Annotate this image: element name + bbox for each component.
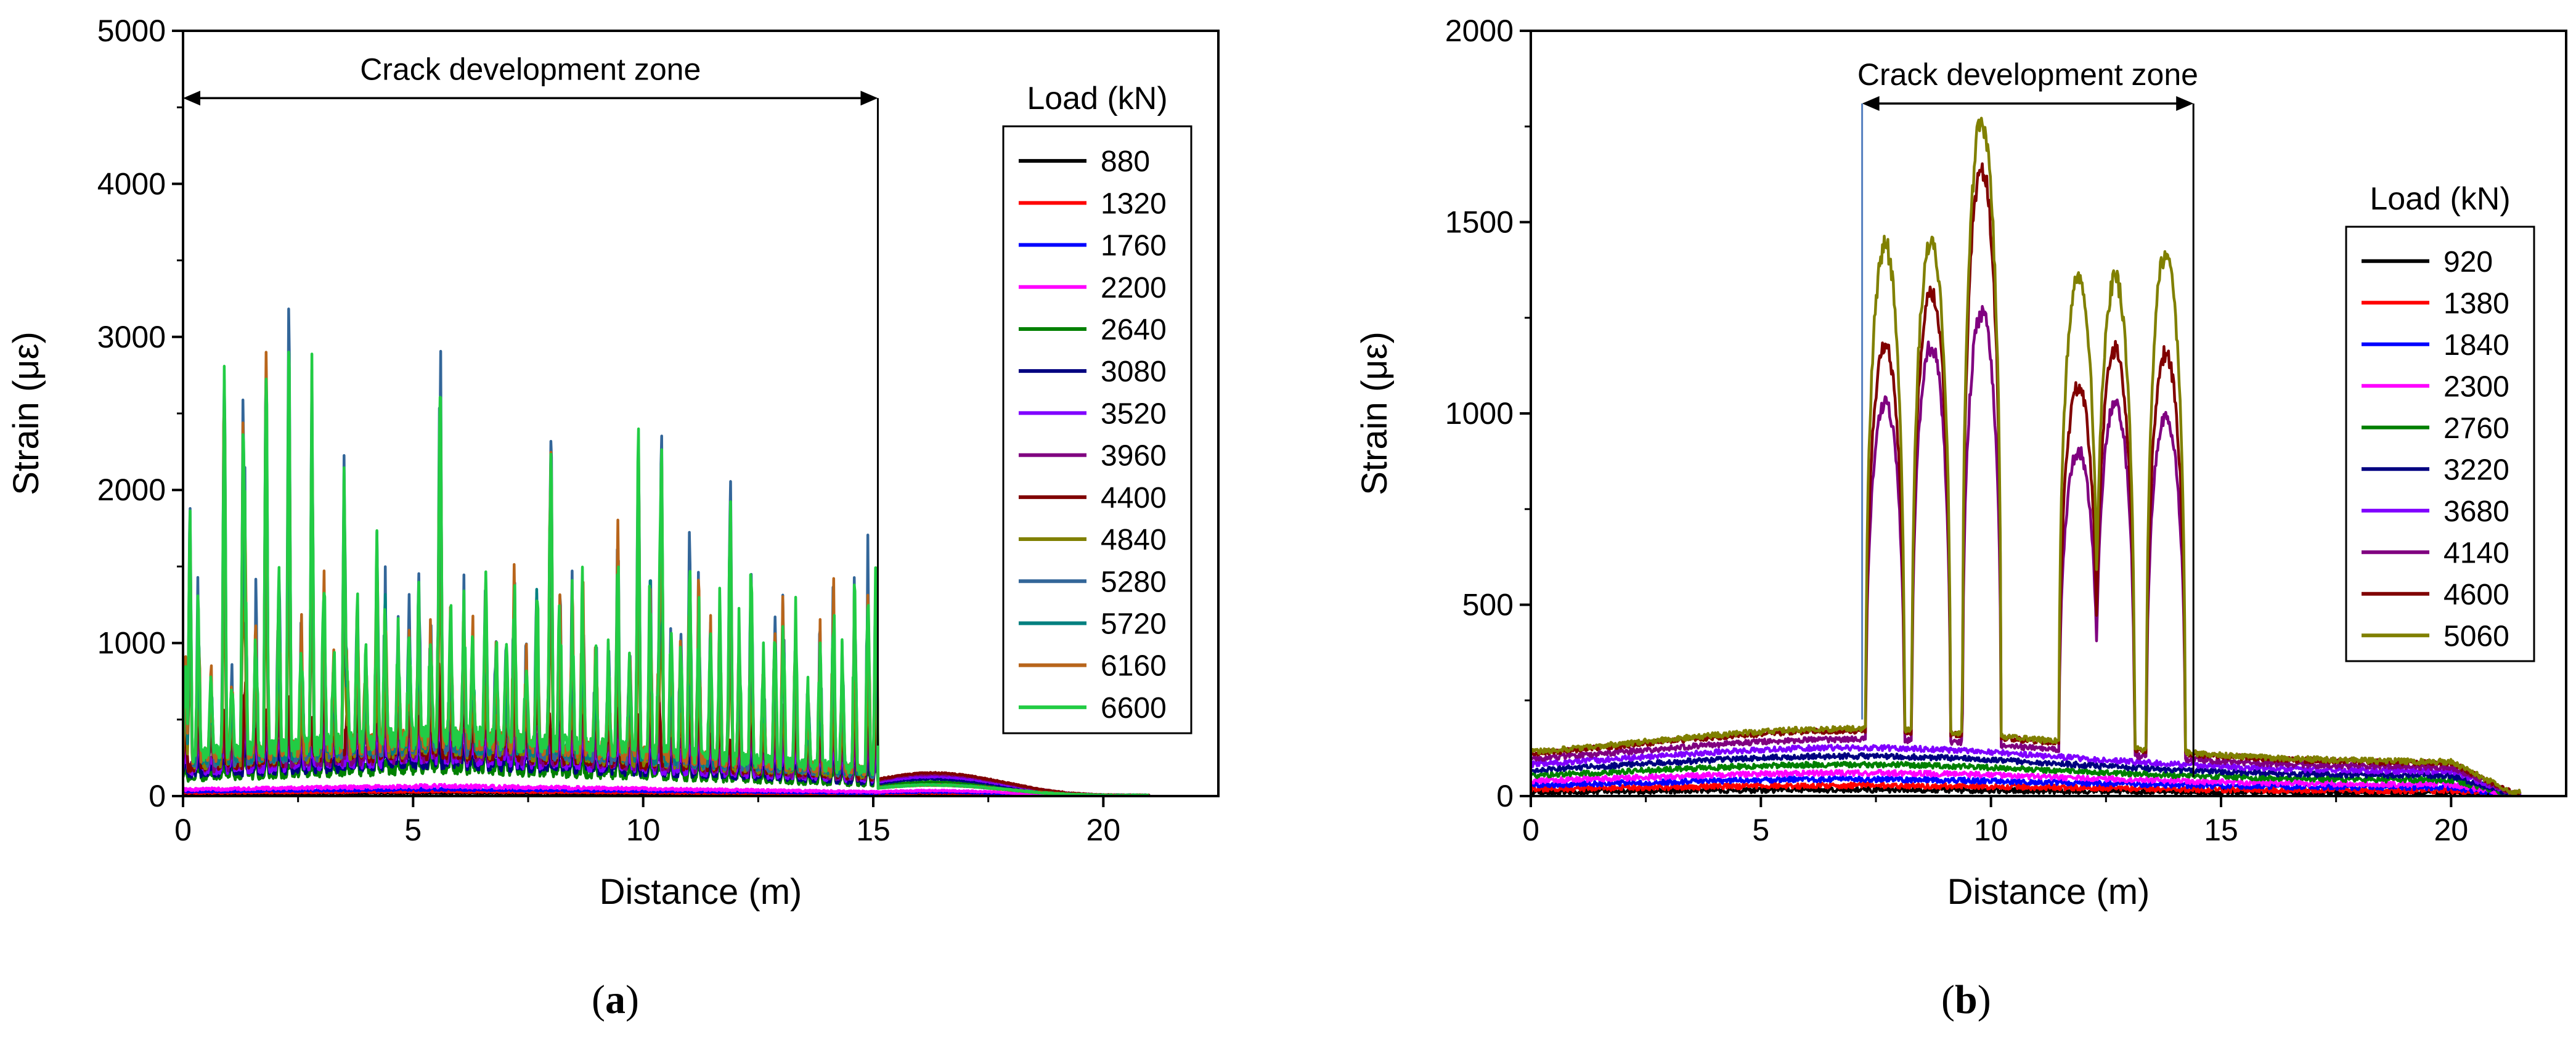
x-tick-label-a-1: 5 bbox=[404, 813, 422, 847]
series-group-a bbox=[183, 307, 1151, 796]
series-line-b-2300 bbox=[1531, 768, 2522, 796]
x-tick-label-b-4: 20 bbox=[2434, 813, 2469, 847]
panel-label-a: (a) bbox=[592, 977, 639, 1022]
legend-a: Load (kN) 880 1320 1760 2200 2640 3080 3520 3960… bbox=[1002, 81, 1192, 734]
series-line-a-2200 bbox=[183, 783, 1151, 796]
y-tick-label-a-5: 5000 bbox=[97, 14, 166, 48]
legend-label-b-1840: 1840 bbox=[2444, 329, 2509, 362]
x-tick-label-b-0: 0 bbox=[1522, 813, 1539, 847]
y-tick-label-a-3: 3000 bbox=[97, 320, 166, 354]
legend-label-a-3520: 3520 bbox=[1101, 397, 1167, 430]
legend-label-a-3960: 3960 bbox=[1101, 440, 1167, 473]
legend-label-b-920: 920 bbox=[2444, 246, 2493, 279]
legend-label-b-3680: 3680 bbox=[2444, 495, 2509, 528]
x-axis-label-b: Distance (m) bbox=[1947, 872, 2150, 912]
crack-zone-arrow-left-b bbox=[1862, 96, 1880, 111]
legend-label-a-4840: 4840 bbox=[1101, 524, 1167, 556]
legend-label-a-3080: 3080 bbox=[1101, 356, 1167, 388]
series-line-b-4140 bbox=[1531, 305, 2521, 796]
y-axis-label-b: Strain (με) bbox=[1355, 331, 1395, 495]
legend-box-a bbox=[1002, 125, 1192, 734]
chart-panel-a: 0 5 10 15 20 0 1000 2000 3000 4000 5000 Distance (m… bbox=[6, 14, 1220, 912]
legend-label-b-2760: 2760 bbox=[2444, 412, 2509, 445]
legend-label-b-5060: 5060 bbox=[2444, 620, 2509, 653]
legend-label-a-1760: 1760 bbox=[1101, 230, 1167, 262]
legend-label-b-1380: 1380 bbox=[2444, 287, 2509, 320]
legend-label-a-2200: 2200 bbox=[1101, 272, 1167, 304]
x-tick-label-a-2: 10 bbox=[626, 813, 661, 847]
legend-label-a-5280: 5280 bbox=[1101, 566, 1167, 598]
legend-label-a-880: 880 bbox=[1101, 145, 1150, 178]
panel-label-b-letter: b bbox=[1954, 977, 1978, 1022]
chart-panel-b: 0 5 10 15 20 0 500 1000 1500 2000 Distance (m) Stra… bbox=[1355, 14, 2567, 912]
series-line-b-5060 bbox=[1531, 116, 2522, 796]
legend-label-b-2300: 2300 bbox=[2444, 370, 2509, 403]
crack-zone-label-a: Crack development zone bbox=[360, 52, 701, 86]
series-line-b-2760 bbox=[1531, 760, 2521, 796]
y-axis-label-a: Strain (με) bbox=[6, 331, 46, 495]
legend-b: Load (kN) 920 1380 1840 2300 2760 3220 3680 4140… bbox=[2345, 181, 2535, 662]
legend-label-a-6160: 6160 bbox=[1101, 650, 1167, 683]
series-line-a-6600 bbox=[183, 351, 1151, 796]
series-line-b-3220 bbox=[1531, 752, 2521, 796]
legend-title-a: Load (kN) bbox=[1027, 81, 1167, 116]
crack-zone-arrow-right-b bbox=[2176, 96, 2194, 111]
crack-zone-label-b: Crack development zone bbox=[1857, 57, 2198, 92]
legend-title-b: Load (kN) bbox=[2370, 181, 2510, 217]
crack-zone-arrow-right-a bbox=[860, 91, 878, 106]
legend-label-a-6600: 6600 bbox=[1101, 692, 1167, 725]
y-tick-label-b-3: 1500 bbox=[1445, 205, 1514, 240]
x-tick-label-b-2: 10 bbox=[1974, 813, 2008, 847]
legend-label-a-5720: 5720 bbox=[1101, 608, 1167, 640]
y-tick-label-b-4: 2000 bbox=[1445, 14, 1514, 48]
y-tick-label-b-1: 500 bbox=[1462, 588, 1514, 622]
x-tick-label-a-3: 15 bbox=[856, 813, 891, 847]
x-tick-label-b-1: 5 bbox=[1752, 813, 1769, 847]
series-group-b bbox=[1531, 116, 2522, 796]
crack-zone-annotation-a: Crack development zone bbox=[183, 52, 879, 746]
panel-label-b: (b) bbox=[1941, 977, 1991, 1022]
series-line-b-1380 bbox=[1531, 781, 2521, 796]
x-tick-label-a-4: 20 bbox=[1086, 813, 1121, 847]
x-axis-label-a: Distance (m) bbox=[600, 872, 802, 912]
y-tick-label-b-0: 0 bbox=[1496, 779, 1514, 813]
series-line-b-1840 bbox=[1531, 775, 2522, 796]
legend-label-b-4600: 4600 bbox=[2444, 579, 2509, 611]
y-tick-label-a-2: 2000 bbox=[97, 473, 166, 507]
legend-label-b-4140: 4140 bbox=[2444, 537, 2509, 569]
legend-label-a-1320: 1320 bbox=[1101, 187, 1167, 220]
y-tick-label-b-2: 1000 bbox=[1445, 396, 1514, 431]
legend-label-b-3220: 3220 bbox=[2444, 453, 2509, 486]
crack-zone-arrow-left-a bbox=[183, 91, 200, 106]
panel-label-a-letter: a bbox=[605, 977, 626, 1022]
legend-label-a-4400: 4400 bbox=[1101, 482, 1167, 514]
x-tick-label-b-3: 15 bbox=[2204, 813, 2238, 847]
crack-zone-annotation-b: Crack development zone bbox=[1857, 57, 2198, 777]
legend-box-b bbox=[2345, 226, 2535, 662]
legend-label-a-2640: 2640 bbox=[1101, 314, 1167, 346]
y-tick-label-a-0: 0 bbox=[149, 779, 166, 813]
y-tick-label-a-4: 4000 bbox=[97, 166, 166, 201]
series-line-b-3680 bbox=[1531, 744, 2522, 796]
y-tick-label-a-1: 1000 bbox=[97, 626, 166, 661]
x-tick-label-a-0: 0 bbox=[174, 813, 192, 847]
